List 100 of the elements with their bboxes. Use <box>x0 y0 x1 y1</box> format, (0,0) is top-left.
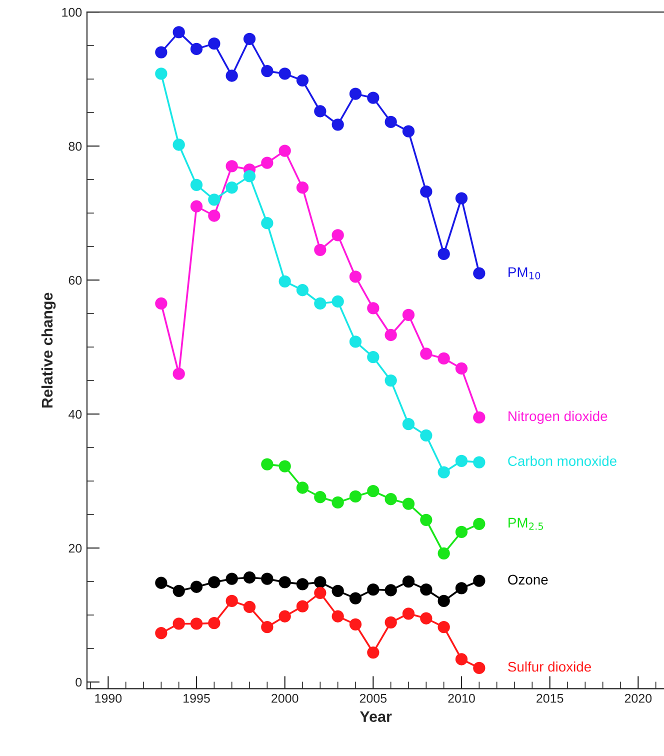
point <box>314 491 326 504</box>
point <box>384 328 397 342</box>
point <box>261 621 274 634</box>
point <box>190 200 203 212</box>
point <box>367 485 380 498</box>
x-tick-label: 1995 <box>184 694 210 703</box>
x-tick-label: 2020 <box>624 694 652 703</box>
point <box>473 662 486 674</box>
point <box>349 490 362 503</box>
point <box>384 584 397 596</box>
y-tick-label: 100 <box>62 8 82 17</box>
point <box>226 70 238 82</box>
point <box>438 466 450 478</box>
point <box>455 362 468 375</box>
point <box>155 576 168 589</box>
point <box>261 458 274 470</box>
point <box>438 352 450 365</box>
point <box>367 351 380 364</box>
point <box>155 297 168 310</box>
point <box>473 411 486 424</box>
x-tick-label: 2015 <box>536 694 564 703</box>
point <box>278 610 291 622</box>
point <box>455 192 468 204</box>
point <box>402 125 415 138</box>
point <box>155 68 168 80</box>
point <box>332 496 344 509</box>
point <box>296 182 309 194</box>
x-tick-label: 2000 <box>272 694 298 703</box>
point <box>243 32 256 45</box>
point <box>438 594 450 608</box>
series-label: PM$_{10}$ <box>508 267 540 280</box>
point <box>420 514 432 526</box>
point <box>278 460 291 472</box>
point <box>455 653 468 666</box>
point <box>155 46 168 58</box>
point <box>420 186 432 198</box>
point <box>243 170 256 182</box>
point <box>172 138 185 151</box>
y-tick-label: 60 <box>68 276 82 285</box>
point <box>455 526 468 538</box>
point <box>438 547 450 560</box>
point <box>420 429 432 442</box>
point <box>438 621 450 634</box>
point <box>455 582 468 594</box>
point <box>296 284 309 296</box>
y-tick-label: 20 <box>68 544 82 553</box>
series-label: Ozone <box>508 574 548 585</box>
point <box>420 612 432 624</box>
series-label: PM$_{2.5}$ <box>508 518 544 530</box>
point <box>314 297 326 310</box>
point <box>314 105 326 118</box>
series-label: Sulfur dioxide <box>508 661 591 672</box>
y-tick-label: 40 <box>68 410 82 419</box>
point <box>384 616 397 628</box>
x-tick-label: 1990 <box>95 694 122 703</box>
point <box>402 608 415 620</box>
point <box>278 144 291 157</box>
point <box>261 217 274 230</box>
point <box>349 336 362 348</box>
point <box>314 586 326 599</box>
x-axis-title: Year <box>360 711 392 722</box>
point <box>332 229 344 242</box>
point <box>367 302 380 314</box>
point <box>402 498 415 510</box>
point <box>296 600 309 612</box>
point <box>455 454 468 468</box>
y-tick-label: 0 <box>76 678 82 687</box>
point <box>190 618 203 630</box>
point <box>172 584 185 597</box>
point <box>208 194 220 206</box>
point <box>261 572 274 585</box>
point <box>384 493 397 506</box>
point <box>314 244 326 256</box>
point <box>226 160 238 172</box>
point <box>296 578 309 590</box>
point <box>226 594 238 608</box>
point <box>402 418 415 430</box>
point <box>349 270 362 283</box>
series-label: Nitrogen dioxide <box>508 410 608 424</box>
point <box>190 42 203 56</box>
x-tick-label: 2010 <box>448 694 475 703</box>
point <box>349 618 362 630</box>
point <box>243 600 256 614</box>
point <box>473 518 486 530</box>
series-label: Carbon monoxide <box>508 456 616 466</box>
point <box>208 576 220 588</box>
point <box>332 295 344 308</box>
point <box>473 574 486 587</box>
point <box>278 68 291 80</box>
point <box>314 576 326 588</box>
point <box>332 610 344 622</box>
point <box>367 92 380 104</box>
y-tick-label: 80 <box>68 142 82 151</box>
point <box>226 572 238 585</box>
point <box>190 178 203 192</box>
point <box>208 210 220 222</box>
point <box>402 575 415 588</box>
point <box>438 248 450 260</box>
point <box>332 118 344 131</box>
point <box>261 64 274 78</box>
